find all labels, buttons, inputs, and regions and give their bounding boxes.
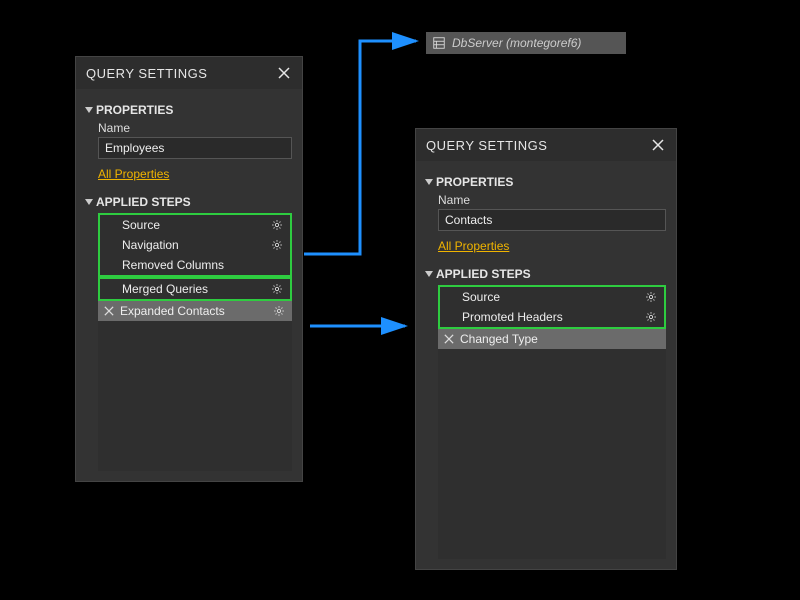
panel-header: QUERY SETTINGS <box>76 57 302 89</box>
properties-section-header[interactable]: PROPERTIES <box>86 103 292 117</box>
applied-step[interactable]: Promoted Headers <box>440 307 664 327</box>
applied-step[interactable]: Removed Columns <box>100 255 290 275</box>
query-settings-panel-right: QUERY SETTINGS PROPERTIES Name All Prope… <box>415 128 677 570</box>
applied-step[interactable]: Navigation <box>100 235 290 255</box>
applied-step-label: Navigation <box>118 238 270 252</box>
db-server-label: DbServer (montegoref6) <box>452 36 581 50</box>
gear-icon[interactable] <box>270 283 284 295</box>
collapse-icon <box>425 271 433 277</box>
highlighted-steps-group: Source Navigation Removed Columns <box>98 213 292 277</box>
gear-icon[interactable] <box>272 305 286 317</box>
applied-step[interactable]: Expanded Contacts <box>98 301 292 321</box>
gear-icon[interactable] <box>270 219 284 231</box>
highlighted-steps-group: Source Promoted Headers <box>438 285 666 329</box>
collapse-icon <box>85 107 93 113</box>
applied-step-label: Source <box>458 290 644 304</box>
gear-icon[interactable] <box>644 291 658 303</box>
name-input[interactable] <box>438 209 666 231</box>
db-server-node[interactable]: DbServer (montegoref6) <box>426 32 626 54</box>
panel-header: QUERY SETTINGS <box>416 129 676 161</box>
gear-icon[interactable] <box>644 311 658 323</box>
close-icon[interactable] <box>276 65 292 81</box>
panel-title: QUERY SETTINGS <box>426 138 547 153</box>
applied-step[interactable]: Source <box>440 287 664 307</box>
applied-step[interactable]: Source <box>100 215 290 235</box>
applied-step-label: Changed Type <box>456 332 646 346</box>
database-icon <box>432 36 446 50</box>
all-properties-link[interactable]: All Properties <box>438 239 509 253</box>
applied-steps-list: Source Navigation Removed Columns Merged Qu… <box>98 213 292 321</box>
delete-step-icon[interactable] <box>442 334 456 344</box>
name-label: Name <box>438 193 666 207</box>
applied-steps-section-header[interactable]: APPLIED STEPS <box>426 267 666 281</box>
steps-empty-area <box>98 321 292 471</box>
applied-step-label: Promoted Headers <box>458 310 644 324</box>
applied-step-label: Source <box>118 218 270 232</box>
applied-step-label: Expanded Contacts <box>116 304 272 318</box>
close-icon[interactable] <box>650 137 666 153</box>
panel-title: QUERY SETTINGS <box>86 66 207 81</box>
collapse-icon <box>425 179 433 185</box>
panel-body: PROPERTIES Name All Properties APPLIED S… <box>76 89 302 481</box>
applied-step[interactable]: Merged Queries <box>100 279 290 299</box>
properties-section-header[interactable]: PROPERTIES <box>426 175 666 189</box>
steps-empty-area <box>438 349 666 559</box>
applied-step-label: Merged Queries <box>118 282 270 296</box>
applied-steps-label: APPLIED STEPS <box>96 195 191 209</box>
panel-body: PROPERTIES Name All Properties APPLIED S… <box>416 161 676 569</box>
applied-steps-label: APPLIED STEPS <box>436 267 531 281</box>
collapse-icon <box>85 199 93 205</box>
highlighted-steps-group: Merged Queries <box>98 277 292 301</box>
name-label: Name <box>98 121 292 135</box>
properties-label: PROPERTIES <box>436 175 513 189</box>
applied-step[interactable]: Changed Type <box>438 329 666 349</box>
name-input[interactable] <box>98 137 292 159</box>
gear-icon[interactable] <box>270 239 284 251</box>
applied-steps-section-header[interactable]: APPLIED STEPS <box>86 195 292 209</box>
all-properties-link[interactable]: All Properties <box>98 167 169 181</box>
applied-step-label: Removed Columns <box>118 258 270 272</box>
query-settings-panel-left: QUERY SETTINGS PROPERTIES Name All Prope… <box>75 56 303 482</box>
delete-step-icon[interactable] <box>102 306 116 316</box>
properties-label: PROPERTIES <box>96 103 173 117</box>
applied-steps-list: Source Promoted Headers Changed Type <box>438 285 666 349</box>
